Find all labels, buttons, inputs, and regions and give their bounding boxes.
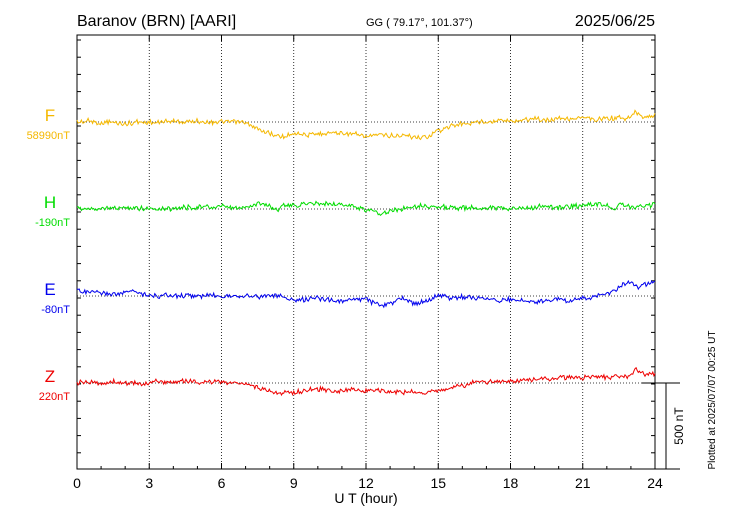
- y-axis-ticks: [77, 39, 655, 454]
- series-layer: [76, 109, 656, 397]
- plot-date: 2025/06/25: [575, 13, 655, 30]
- series-baseline-label-z: 220nT: [39, 391, 70, 403]
- series-line-h: [76, 200, 656, 216]
- x-tick-label: 9: [290, 475, 298, 491]
- x-tick-label: 18: [503, 475, 519, 491]
- plotted-timestamp: Plotted at 2025/07/07 00:25 UT: [707, 331, 718, 470]
- scale-bar: 500 nT: [642, 382, 686, 470]
- gridlines: [77, 35, 655, 469]
- x-tick-label: 24: [647, 475, 663, 491]
- series-line-f: [76, 109, 656, 141]
- x-axis-label: U T (hour): [334, 490, 397, 506]
- series-line-e: [76, 279, 656, 309]
- scale-bar-label: 500 nT: [672, 407, 686, 445]
- series-name-h: H: [44, 193, 56, 212]
- series-name-e: E: [44, 280, 55, 299]
- station-coordinates: GG ( 79.17°, 101.37°): [366, 17, 473, 29]
- series-baseline-label-e: -80nT: [41, 304, 70, 316]
- x-tick-label: 6: [218, 475, 226, 491]
- series-baseline-label-h: -190nT: [35, 217, 70, 229]
- x-tick-label: 3: [145, 475, 153, 491]
- series-line-z: [76, 366, 656, 397]
- series-baseline-label-f: 58990nT: [27, 130, 71, 142]
- series-name-z: Z: [45, 367, 55, 386]
- x-axis-ticks: 0 3 6 9 12 15 18 21 24: [73, 35, 663, 491]
- series-labels: F 58990nT H -190nT E -80nT Z 220nT: [27, 106, 71, 403]
- x-tick-label: 21: [575, 475, 591, 491]
- series-name-f: F: [45, 106, 55, 125]
- x-tick-label: 0: [73, 475, 81, 491]
- x-tick-label: 15: [430, 475, 446, 491]
- station-title: Baranov (BRN) [AARI]: [77, 13, 236, 30]
- x-tick-label: 12: [358, 475, 374, 491]
